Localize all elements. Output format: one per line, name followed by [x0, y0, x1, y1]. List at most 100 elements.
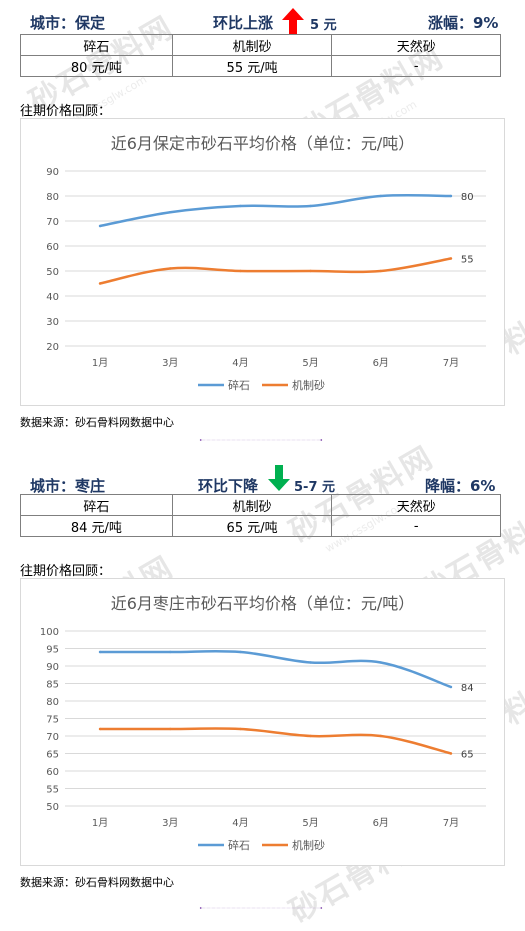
y-tick-label: 60: [46, 767, 59, 778]
x-tick-label: 4月: [232, 357, 248, 369]
series-line: [98, 727, 453, 755]
section-divider: [199, 907, 323, 909]
arrow-up-icon: [282, 8, 304, 34]
range-label: 涨幅：9%: [428, 14, 499, 32]
y-tick-label: 70: [46, 732, 59, 743]
data-point: [169, 650, 172, 654]
data-point: [239, 727, 242, 731]
data-point: [239, 269, 242, 273]
y-tick-label: 90: [46, 662, 59, 673]
data-point: [98, 224, 102, 228]
data-point: [449, 752, 453, 755]
data-point: [379, 661, 382, 664]
y-tick-label: 100: [40, 627, 59, 638]
y-tick-label: 75: [46, 715, 59, 726]
chart-container: 近6月保定市砂石平均价格（单位：元/吨） 90 80 70 60 50 40 30 20 1月 3月…: [20, 118, 505, 406]
table-cell: -: [331, 55, 501, 77]
y-tick-label: 65: [46, 750, 59, 761]
y-tick-label: 90: [46, 167, 59, 178]
y-tick-label: 50: [46, 267, 59, 278]
legend-label: 机制砂: [292, 838, 325, 852]
table-row: 碎石 机制砂 天然砂: [20, 494, 501, 516]
data-point: [169, 267, 172, 270]
change-label: 环比上涨: [213, 14, 274, 32]
line-chart: 近6月保定市砂石平均价格（单位：元/吨） 90 80 70 60 50 40 30 20 1月 3月…: [46, 134, 486, 392]
data-label: 84: [461, 683, 474, 694]
y-tick-label: 80: [46, 697, 59, 708]
x-tick-label: 1月: [92, 817, 108, 829]
x-tick-label: 4月: [232, 817, 248, 829]
chart-container: 近6月枣庄市砂石平均价格（单位：元/吨） 100 95 90 85 80 75 70 65 60 5…: [20, 578, 505, 866]
series-line: [98, 257, 453, 285]
x-tick-label: 7月: [443, 817, 459, 829]
data-point: [309, 734, 312, 738]
data-point: [449, 685, 453, 689]
section-header: 城市：保定 环比上涨 5 元 涨幅：9%: [0, 8, 525, 34]
chart-title: 近6月枣庄市砂石平均价格（单位：元/吨）: [111, 594, 415, 613]
data-source: 数据来源：砂石骨料网数据中心: [20, 416, 174, 429]
y-tick-label: 80: [46, 192, 59, 203]
review-label: 往期价格回顾：: [20, 104, 112, 119]
x-tick-label: 6月: [373, 357, 389, 369]
data-point: [449, 257, 453, 260]
y-tick-label: 30: [46, 317, 59, 328]
x-tick-label: 1月: [92, 357, 108, 369]
data-point: [98, 727, 102, 731]
table-header-cell: 机制砂: [171, 34, 333, 56]
range-label: 降幅：6%: [425, 477, 496, 495]
data-point: [309, 269, 312, 273]
data-label: 55: [461, 255, 474, 266]
y-tick-label: 95: [46, 645, 59, 656]
legend-label: 机制砂: [292, 378, 325, 392]
data-label: 80: [461, 192, 474, 203]
review-label: 往期价格回顾：: [20, 564, 112, 579]
table-header-cell: 碎石: [20, 494, 173, 516]
data-point: [309, 661, 312, 664]
data-point: [379, 734, 382, 738]
table-row: 碎石 机制砂 天然砂: [20, 34, 501, 56]
table-cell: 80 元/吨: [20, 55, 173, 77]
x-tick-label: 7月: [443, 357, 459, 369]
table-cell: 55 元/吨: [171, 55, 333, 77]
data-point: [169, 727, 172, 731]
price-table: 碎石 机制砂 天然砂 80 元/吨 55 元/吨 -: [20, 34, 501, 77]
table-header-cell: 天然砂: [331, 34, 501, 56]
series-line: [98, 193, 453, 228]
legend-label: 碎石: [228, 838, 250, 852]
x-tick-label: 5月: [302, 357, 318, 369]
change-value: 5-7 元: [294, 480, 336, 495]
table-header-cell: 机制砂: [171, 494, 333, 516]
data-point: [239, 204, 242, 208]
change-value: 5 元: [310, 18, 337, 33]
table-header-cell: 碎石: [20, 34, 173, 56]
price-table: 碎石 机制砂 天然砂 84 元/吨 65 元/吨 -: [20, 494, 501, 537]
data-point: [239, 650, 242, 654]
y-tick-label: 70: [46, 217, 59, 228]
x-tick-label: 3月: [162, 357, 178, 369]
section-header: 城市：枣庄 环比下降 5-7 元 降幅：6%: [0, 465, 525, 497]
y-tick-label: 60: [46, 242, 59, 253]
y-tick-label: 50: [46, 802, 59, 813]
y-tick-label: 85: [46, 680, 59, 691]
table-row: 84 元/吨 65 元/吨 -: [20, 515, 501, 537]
table-header-cell: 天然砂: [331, 494, 501, 516]
data-point: [449, 194, 453, 198]
x-tick-label: 5月: [302, 817, 318, 829]
data-source: 数据来源：砂石骨料网数据中心: [20, 876, 174, 889]
city-label: 城市：枣庄: [30, 477, 106, 495]
data-point: [98, 650, 102, 654]
y-tick-label: 55: [46, 785, 59, 796]
line-chart: 近6月枣庄市砂石平均价格（单位：元/吨） 100 95 90 85 80 75 70 65 60 5…: [40, 594, 486, 852]
data-point: [98, 282, 102, 285]
data-point: [169, 211, 172, 214]
y-tick-label: 20: [46, 342, 59, 353]
legend-label: 碎石: [228, 378, 250, 392]
data-label: 65: [461, 750, 474, 761]
data-point: [379, 194, 382, 198]
section-divider: [199, 439, 323, 441]
y-tick-label: 40: [46, 292, 59, 303]
table-cell: 84 元/吨: [20, 515, 173, 537]
series-line: [98, 649, 453, 689]
table-cell: -: [331, 515, 501, 537]
city-label: 城市：保定: [30, 14, 106, 32]
